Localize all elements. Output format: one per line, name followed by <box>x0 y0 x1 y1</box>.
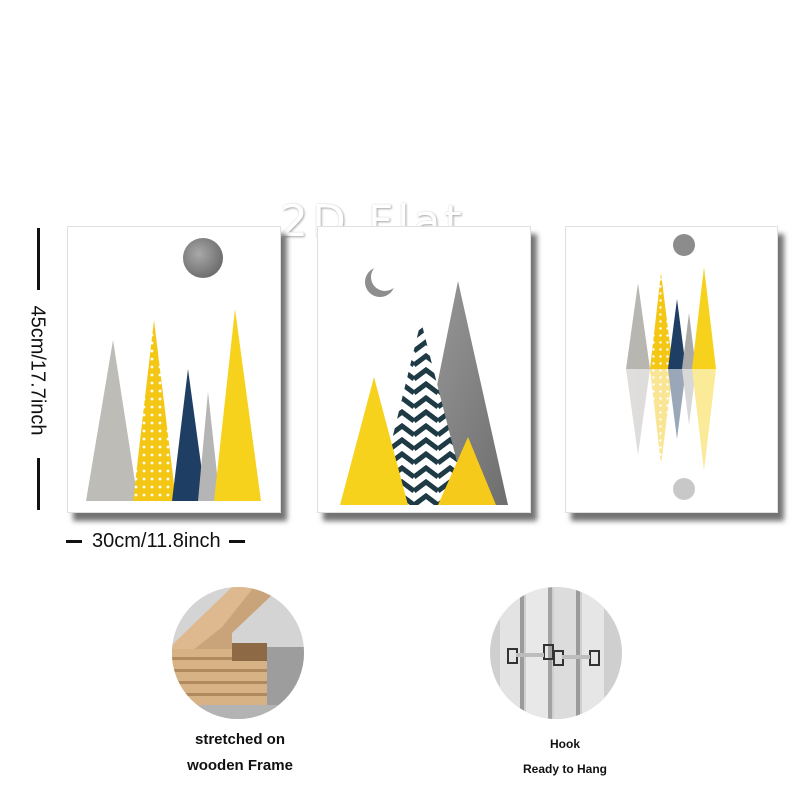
chevron-mountain <box>376 321 468 505</box>
yellow-mountain <box>214 309 261 501</box>
canvas-panel-2 <box>317 226 531 513</box>
wooden-frame-photo <box>172 587 304 719</box>
moon-icon <box>183 238 223 278</box>
hook-photo <box>490 587 622 719</box>
height-dimension: 45cm/17.7inch <box>15 290 59 450</box>
width-dimension-label: 30cm/11.8inch <box>92 529 221 552</box>
frame-caption-line1: stretched on <box>194 731 285 748</box>
height-dimension-line-top <box>37 228 40 290</box>
yellow-mountain <box>692 267 716 369</box>
dotted-yellow-mountain <box>133 320 176 501</box>
hook-caption-line1: Hook <box>550 737 580 751</box>
canvas-panel-1 <box>67 226 281 513</box>
panel-3-artwork <box>626 234 716 500</box>
navy-mountain <box>668 299 686 369</box>
navy-mountain <box>172 369 206 501</box>
dotted-yellow-mountain <box>650 273 673 369</box>
frame-caption-line2: wooden Frame <box>187 757 293 774</box>
small-gray-mountain <box>198 392 220 501</box>
left-yellow-mountain <box>340 377 408 505</box>
height-dimension-line-bottom <box>37 458 40 510</box>
hook-caption-line2: Ready to Hang <box>522 762 607 776</box>
crescent-moon-icon <box>365 267 395 297</box>
width-dimension: 30cm/11.8inch <box>66 528 245 554</box>
mountain-reflection <box>626 369 716 471</box>
lower-moon-icon <box>673 478 695 500</box>
upper-moon-icon <box>673 234 695 256</box>
panel-1-artwork <box>86 238 261 501</box>
gray-mountain <box>626 283 650 369</box>
width-dimension-tick-right <box>228 539 245 543</box>
panel-2-artwork <box>340 267 508 505</box>
small-gray-mountain <box>682 313 696 369</box>
height-dimension-label: 45cm/17.7inch <box>26 304 49 436</box>
right-yellow-mountain <box>438 437 496 505</box>
gray-mountain <box>86 340 138 501</box>
canvas-panel-3 <box>565 226 778 513</box>
width-dimension-tick-left <box>66 539 82 543</box>
